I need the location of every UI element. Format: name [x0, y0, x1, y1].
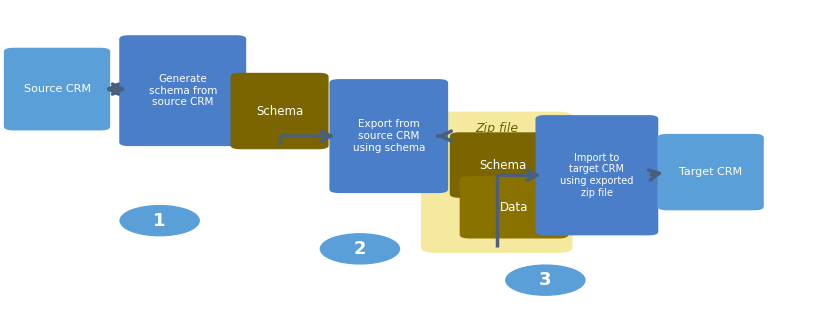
- FancyBboxPatch shape: [657, 134, 764, 210]
- Text: Schema: Schema: [480, 159, 527, 172]
- Text: Source CRM: Source CRM: [23, 84, 90, 94]
- Circle shape: [320, 234, 399, 264]
- Text: 1: 1: [153, 212, 166, 230]
- Text: Data: Data: [500, 201, 528, 214]
- Text: Generate
schema from
source CRM: Generate schema from source CRM: [149, 74, 217, 107]
- FancyBboxPatch shape: [450, 132, 556, 198]
- FancyBboxPatch shape: [329, 79, 448, 193]
- FancyBboxPatch shape: [421, 112, 572, 253]
- Text: Export from
source CRM
using schema: Export from source CRM using schema: [352, 119, 425, 153]
- Text: Import to
target CRM
using exported
zip file: Import to target CRM using exported zip …: [560, 153, 633, 198]
- FancyBboxPatch shape: [231, 73, 328, 149]
- FancyBboxPatch shape: [4, 48, 110, 131]
- Text: Zip file: Zip file: [476, 122, 519, 135]
- Text: Schema: Schema: [256, 105, 304, 118]
- FancyBboxPatch shape: [119, 35, 246, 146]
- Text: 3: 3: [539, 271, 552, 289]
- Circle shape: [506, 265, 585, 295]
- Text: 2: 2: [354, 240, 366, 258]
- FancyBboxPatch shape: [536, 115, 658, 235]
- Circle shape: [120, 206, 199, 236]
- FancyBboxPatch shape: [460, 176, 568, 239]
- Text: Target CRM: Target CRM: [679, 167, 742, 177]
